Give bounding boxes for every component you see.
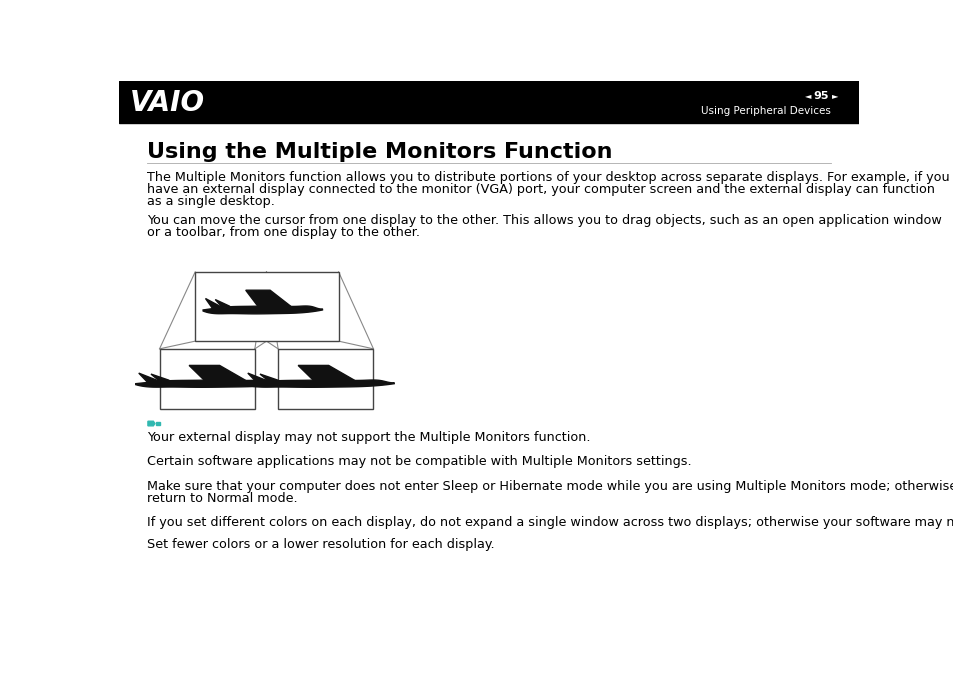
Text: have an external display connected to the monitor (VGA) port, your computer scre: have an external display connected to th… — [147, 183, 934, 196]
Text: VAIO: VAIO — [130, 89, 205, 117]
Polygon shape — [260, 374, 278, 380]
Text: as a single desktop.: as a single desktop. — [147, 195, 274, 208]
Polygon shape — [135, 380, 285, 388]
Polygon shape — [148, 421, 154, 426]
Polygon shape — [215, 299, 230, 306]
Text: or a toolbar, from one display to the other.: or a toolbar, from one display to the ot… — [147, 226, 419, 239]
Text: return to Normal mode.: return to Normal mode. — [147, 492, 297, 506]
Text: 95: 95 — [813, 91, 828, 100]
Text: Using the Multiple Monitors Function: Using the Multiple Monitors Function — [147, 142, 612, 162]
Bar — [159, 349, 254, 409]
Polygon shape — [189, 365, 245, 380]
Bar — [195, 272, 338, 341]
Text: The Multiple Monitors function allows you to distribute portions of your desktop: The Multiple Monitors function allows yo… — [147, 171, 949, 184]
Bar — [278, 349, 373, 409]
Text: ►: ► — [831, 91, 837, 100]
Text: Certain software applications may not be compatible with Multiple Monitors setti: Certain software applications may not be… — [147, 456, 691, 468]
Bar — [155, 422, 159, 425]
Text: Your external display may not support the Multiple Monitors function.: Your external display may not support th… — [147, 431, 590, 444]
Text: ◄: ◄ — [804, 91, 810, 100]
Bar — [119, 81, 858, 123]
Polygon shape — [248, 373, 272, 383]
Polygon shape — [203, 306, 322, 314]
Polygon shape — [298, 365, 355, 380]
Polygon shape — [138, 373, 163, 383]
Text: Set fewer colors or a lower resolution for each display.: Set fewer colors or a lower resolution f… — [147, 538, 495, 551]
Text: Using Peripheral Devices: Using Peripheral Devices — [700, 106, 830, 117]
Polygon shape — [246, 290, 291, 306]
Text: If you set different colors on each display, do not expand a single window acros: If you set different colors on each disp… — [147, 516, 953, 529]
Text: You can move the cursor from one display to the other. This allows you to drag o: You can move the cursor from one display… — [147, 214, 941, 228]
Text: Make sure that your computer does not enter Sleep or Hibernate mode while you ar: Make sure that your computer does not en… — [147, 479, 953, 493]
Polygon shape — [245, 380, 394, 388]
Polygon shape — [205, 299, 225, 309]
Polygon shape — [151, 374, 169, 380]
